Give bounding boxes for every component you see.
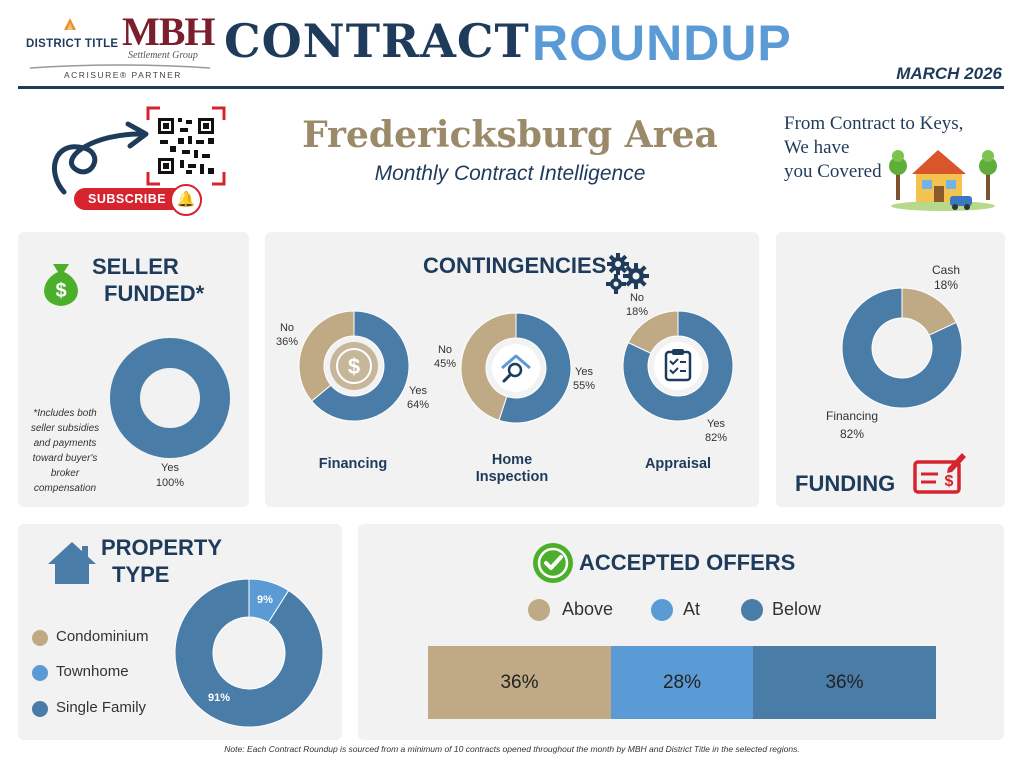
financing-yes-label: Yes [409, 385, 427, 397]
appraisal-yes-value: 82% [704, 432, 728, 444]
check-icon: $ [913, 453, 966, 494]
money-bag-icon: $ [44, 264, 78, 306]
seller-funded-donut [110, 338, 230, 458]
funding-financing-label: Financing [825, 409, 879, 423]
bar-below: 36% [753, 646, 936, 719]
legend-condominium: Condominium [56, 628, 149, 645]
appraisal-no-label: No [629, 292, 645, 304]
legend-single-family: Single Family [56, 699, 147, 716]
tagline-line-1: From Contract to Keys, [784, 113, 964, 134]
area-subtitle: Monthly Contract Intelligence [374, 162, 646, 185]
tagline: From Contract to Keys, We have you Cover… [784, 112, 994, 184]
legend-townhome: Townhome [56, 663, 129, 680]
legend-below: Below [772, 599, 822, 619]
seller-funded-title-1: SELLER [92, 254, 179, 279]
home-inspection-icon [492, 344, 540, 392]
property-type-donut [174, 578, 324, 728]
financing-no-value: 36% [275, 336, 299, 348]
header-divider [18, 86, 1004, 89]
funding-panel [776, 232, 1005, 507]
report-month: MARCH 2026 [896, 64, 1002, 83]
appraisal-no-value: 18% [625, 306, 649, 318]
check-circle-icon [533, 543, 573, 583]
funding-donut [841, 287, 963, 409]
district-title-name: DISTRICT TITLE [26, 38, 119, 50]
legend-condominium-swatch [32, 630, 48, 646]
inspection-no-label: No [437, 344, 453, 356]
property-single-value: 91% [207, 692, 231, 704]
legend-at-swatch [651, 599, 673, 621]
bar-at: 28% [611, 646, 753, 719]
inspection-label-2: Inspection [475, 469, 549, 485]
mbh-logo: MBH Settlement Group [122, 9, 216, 62]
donut-slice-yes [110, 338, 230, 458]
funding-financing-value: 82% [839, 427, 865, 441]
flame-icon [64, 18, 76, 30]
legend-at: At [683, 599, 701, 619]
legend-single-family-swatch [32, 701, 48, 717]
financing-no-label: No [279, 322, 295, 334]
logo-divider [30, 64, 210, 69]
curved-arrow-icon [52, 121, 149, 195]
house-illustration-icon [889, 150, 997, 211]
donut-slice-yes [622, 310, 734, 422]
funding-title: FUNDING [795, 471, 896, 496]
gears-icon [606, 253, 649, 294]
title-roundup: ROUNDUP [532, 15, 792, 71]
svg-text:$: $ [348, 354, 360, 379]
inspection-yes-value: 55% [572, 380, 596, 392]
house-icon [48, 542, 96, 584]
bell-icon[interactable]: 🔔 [170, 184, 202, 216]
title-contract: CONTRACT [224, 14, 530, 68]
financing-label: Financing [318, 456, 388, 472]
financing-yes-value: 64% [406, 399, 430, 411]
donut-slice-yes [498, 312, 572, 424]
inspection-yes-label: Yes [575, 366, 593, 378]
donut-slice-no [627, 310, 679, 354]
financing-donut: $ [298, 310, 410, 422]
legend-below-swatch [741, 599, 763, 621]
legend-townhome-swatch [32, 665, 48, 681]
partner-text: ACRISURE® PARTNER [64, 70, 182, 80]
donut-slice-no [460, 312, 517, 421]
tagline-line-2: We have [784, 137, 850, 158]
header: DISTRICT TITLE MBH Settlement Group ACRI… [0, 0, 1024, 92]
funding-cash-value: 18% [933, 278, 959, 292]
donut-slice-yes [310, 310, 410, 422]
seller-funded-note: *Includes both seller subsidies and paym… [30, 408, 100, 494]
accepted-offers-title: ACCEPTED OFFERS [579, 550, 796, 575]
seller-funded-title-2: FUNDED* [104, 281, 205, 306]
inspection-label-1: Home [491, 452, 533, 468]
tagline-line-3: you Covered [784, 161, 882, 182]
qr-code-icon[interactable] [146, 106, 226, 186]
appraisal-donut [622, 310, 734, 422]
funding-cash-label: Cash [931, 263, 960, 277]
legend-above-swatch [528, 599, 550, 621]
dollar-icon: $ [330, 342, 378, 390]
property-type-title-2: TYPE [112, 562, 170, 587]
bar-above: 36% [428, 646, 611, 719]
inspection-no-value: 45% [433, 358, 457, 370]
legend-above: Above [562, 599, 614, 619]
donut-slice-single-family [174, 578, 324, 728]
inspection-donut [460, 312, 572, 424]
donut-slice-financing [841, 287, 963, 409]
property-townhome-value: 9% [257, 594, 273, 606]
appraisal-label: Appraisal [644, 456, 712, 472]
district-title-logo: DISTRICT TITLE [26, 16, 122, 60]
svg-text:$: $ [55, 280, 66, 302]
property-type-title-1: PROPERTY [101, 535, 223, 560]
donut-slice-no [298, 310, 355, 402]
clipboard-icon [654, 342, 702, 390]
seller-yes-label: Yes [161, 462, 179, 474]
area-title: Fredericksburg Area [302, 114, 718, 156]
mbh-logo-text: MBH [122, 9, 216, 54]
svg-text:$: $ [945, 473, 954, 490]
seller-yes-value: 100% [155, 477, 185, 489]
mbh-logo-subtitle: Settlement Group [128, 50, 198, 61]
contingencies-title: CONTINGENCIES [423, 253, 607, 278]
appraisal-yes-label: Yes [707, 418, 725, 430]
footnote: Note: Each Contract Roundup is sourced f… [224, 744, 800, 754]
